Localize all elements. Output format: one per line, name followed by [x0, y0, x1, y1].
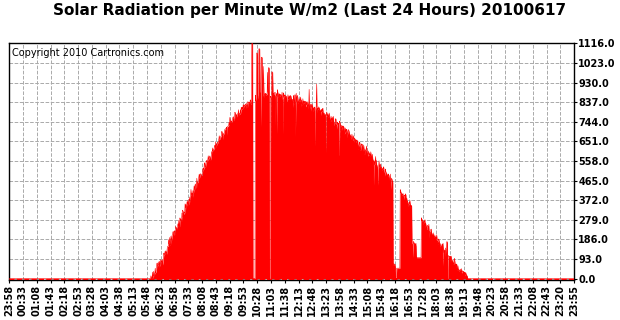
Text: Solar Radiation per Minute W/m2 (Last 24 Hours) 20100617: Solar Radiation per Minute W/m2 (Last 24…: [53, 3, 567, 18]
Text: Copyright 2010 Cartronics.com: Copyright 2010 Cartronics.com: [12, 48, 164, 58]
